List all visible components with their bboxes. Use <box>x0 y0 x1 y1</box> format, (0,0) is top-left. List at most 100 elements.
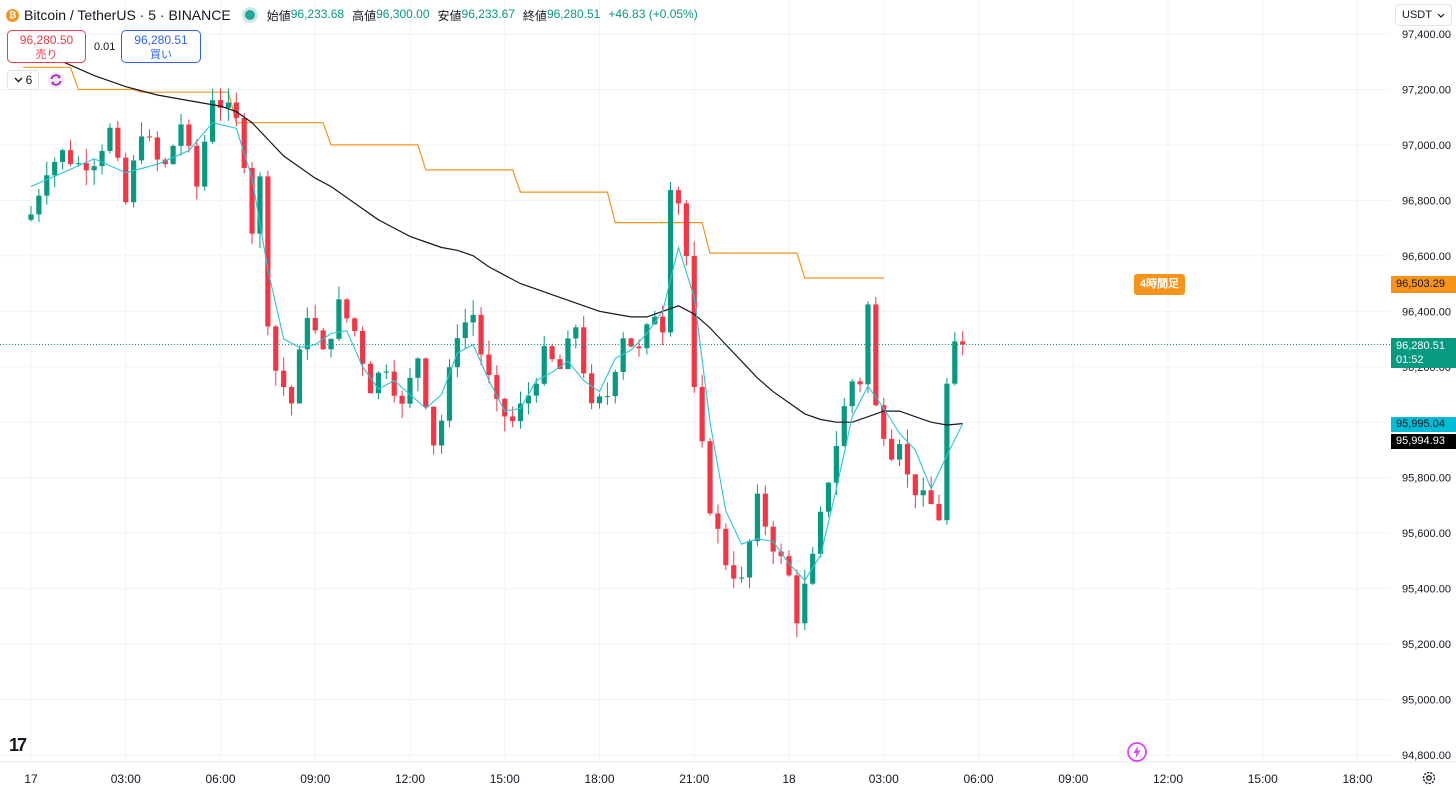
time-tick-label: 03:00 <box>111 772 141 786</box>
ma-fast-price-label: 95,995.04 <box>1391 417 1456 432</box>
currency-selector[interactable]: USDT <box>1395 4 1452 26</box>
candle-body <box>462 322 468 339</box>
candle <box>186 119 192 153</box>
candle <box>857 377 863 393</box>
candle-body <box>83 163 89 171</box>
price-tick-label: 95,600.00 <box>1402 528 1451 540</box>
candle-body <box>328 338 334 350</box>
price-tick-label: 95,200.00 <box>1402 639 1451 651</box>
candle-body <box>754 493 761 542</box>
candle-body <box>794 575 800 624</box>
candle <box>83 148 89 186</box>
candle <box>628 337 634 348</box>
indicators-count: 6 <box>25 73 33 87</box>
candle <box>210 88 216 144</box>
sell-button[interactable]: 96,280.50 売り <box>7 30 86 63</box>
candle <box>739 566 745 583</box>
candle <box>873 296 879 407</box>
candle-body <box>881 405 887 439</box>
candle <box>502 397 508 432</box>
candle <box>825 481 832 518</box>
candle-body <box>699 386 705 442</box>
candle-body <box>746 541 753 578</box>
candle <box>762 485 768 536</box>
candle <box>754 484 761 547</box>
candle <box>407 368 413 408</box>
candle <box>257 172 263 249</box>
candle-body <box>541 346 547 384</box>
time-tick-label: 18:00 <box>584 772 614 786</box>
candle <box>360 326 366 376</box>
buy-button[interactable]: 96,280.51 買い <box>121 30 201 63</box>
candle-body <box>217 100 224 108</box>
candle-body <box>683 203 689 256</box>
candle <box>573 324 579 349</box>
candle <box>699 374 705 448</box>
candle <box>454 324 460 378</box>
candle-body <box>549 346 555 360</box>
time-tick-label: 12:00 <box>395 772 425 786</box>
time-tick-label: 12:00 <box>1153 772 1183 786</box>
candle-body <box>131 160 137 203</box>
candle-body <box>904 444 911 475</box>
candle <box>202 135 208 191</box>
time-tick-label: 21:00 <box>679 772 709 786</box>
candle <box>273 325 279 386</box>
gear-icon[interactable] <box>1421 770 1437 786</box>
candle <box>162 157 168 168</box>
candle <box>67 139 74 167</box>
currency-label: USDT <box>1402 9 1432 21</box>
candle <box>233 92 239 127</box>
candle-body <box>438 420 445 446</box>
candle <box>36 188 42 223</box>
high-value: 96,300.00 <box>376 6 430 21</box>
candle-body <box>660 316 666 333</box>
candle-body <box>778 551 784 557</box>
candle-body <box>652 316 658 325</box>
close-value: 96,280.51 <box>546 6 601 21</box>
tradingview-logo[interactable]: 17 <box>9 735 27 755</box>
candle <box>241 113 247 174</box>
candle <box>549 343 555 363</box>
candle-body <box>67 150 74 164</box>
candle <box>131 155 137 208</box>
candle <box>849 378 855 414</box>
candle-body <box>360 330 366 364</box>
price-tick-label: 96,600.00 <box>1402 251 1451 263</box>
time-tick-label: 18:00 <box>1342 772 1372 786</box>
candle-body <box>502 398 508 417</box>
candle <box>375 371 382 400</box>
price-tick-label: 97,000.00 <box>1402 140 1451 152</box>
candle <box>794 569 800 638</box>
candle <box>431 406 437 455</box>
candle-body <box>739 577 745 579</box>
lightning-icon[interactable] <box>1126 741 1148 763</box>
change-value: +46.83 (+0.05%) <box>608 6 698 21</box>
candle-body <box>494 375 500 399</box>
candle <box>865 301 871 394</box>
candle-body <box>960 341 966 345</box>
candle-body <box>138 136 145 161</box>
candle <box>691 241 697 393</box>
price-tick-label: 96,400.00 <box>1402 306 1451 318</box>
sync-icon[interactable] <box>46 70 66 90</box>
indicators-toggle[interactable]: 6 <box>7 70 39 90</box>
symbol-title[interactable]: Bitcoin / TetherUS · 5 · BINANCE <box>24 7 231 23</box>
low-label: 安値 <box>437 8 462 23</box>
candle <box>565 330 571 370</box>
candle <box>178 114 184 156</box>
price-tick-label: 97,400.00 <box>1402 29 1451 41</box>
candle <box>746 539 753 589</box>
candle <box>667 181 674 337</box>
sell-label: 売り <box>35 49 58 61</box>
candlestick-series <box>28 88 966 638</box>
candle-body <box>210 100 216 142</box>
candle <box>889 429 895 462</box>
candle <box>881 397 887 446</box>
candle <box>470 300 476 336</box>
candle <box>383 364 389 380</box>
candle-body <box>731 565 737 579</box>
candle-body <box>928 490 934 505</box>
price-tick-label: 95,800.00 <box>1402 473 1451 485</box>
